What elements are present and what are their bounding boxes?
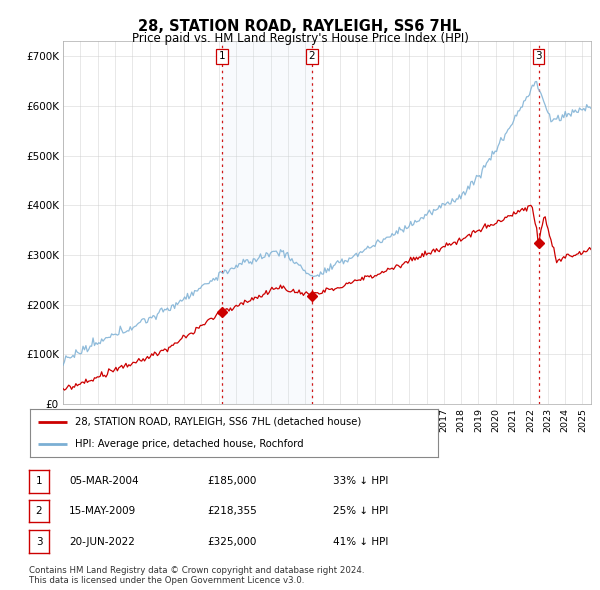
- Text: 1: 1: [35, 477, 43, 486]
- Text: 1: 1: [218, 51, 225, 61]
- Text: 3: 3: [35, 537, 43, 546]
- Text: 05-MAR-2004: 05-MAR-2004: [69, 477, 139, 486]
- Text: 3: 3: [535, 51, 542, 61]
- Text: 20-JUN-2022: 20-JUN-2022: [69, 537, 135, 546]
- Text: 2: 2: [35, 506, 43, 516]
- Text: Price paid vs. HM Land Registry's House Price Index (HPI): Price paid vs. HM Land Registry's House …: [131, 32, 469, 45]
- Text: 41% ↓ HPI: 41% ↓ HPI: [333, 537, 388, 546]
- Text: 15-MAY-2009: 15-MAY-2009: [69, 506, 136, 516]
- Text: 33% ↓ HPI: 33% ↓ HPI: [333, 477, 388, 486]
- Text: £185,000: £185,000: [207, 477, 256, 486]
- Text: £325,000: £325,000: [207, 537, 256, 546]
- Bar: [222, 41, 312, 404]
- Text: 2: 2: [308, 51, 315, 61]
- Text: £218,355: £218,355: [207, 506, 257, 516]
- Text: Contains HM Land Registry data © Crown copyright and database right 2024.
This d: Contains HM Land Registry data © Crown c…: [29, 566, 364, 585]
- Text: 28, STATION ROAD, RAYLEIGH, SS6 7HL (detached house): 28, STATION ROAD, RAYLEIGH, SS6 7HL (det…: [75, 417, 361, 427]
- Text: HPI: Average price, detached house, Rochford: HPI: Average price, detached house, Roch…: [75, 439, 304, 449]
- Text: 25% ↓ HPI: 25% ↓ HPI: [333, 506, 388, 516]
- Text: 28, STATION ROAD, RAYLEIGH, SS6 7HL: 28, STATION ROAD, RAYLEIGH, SS6 7HL: [139, 19, 461, 34]
